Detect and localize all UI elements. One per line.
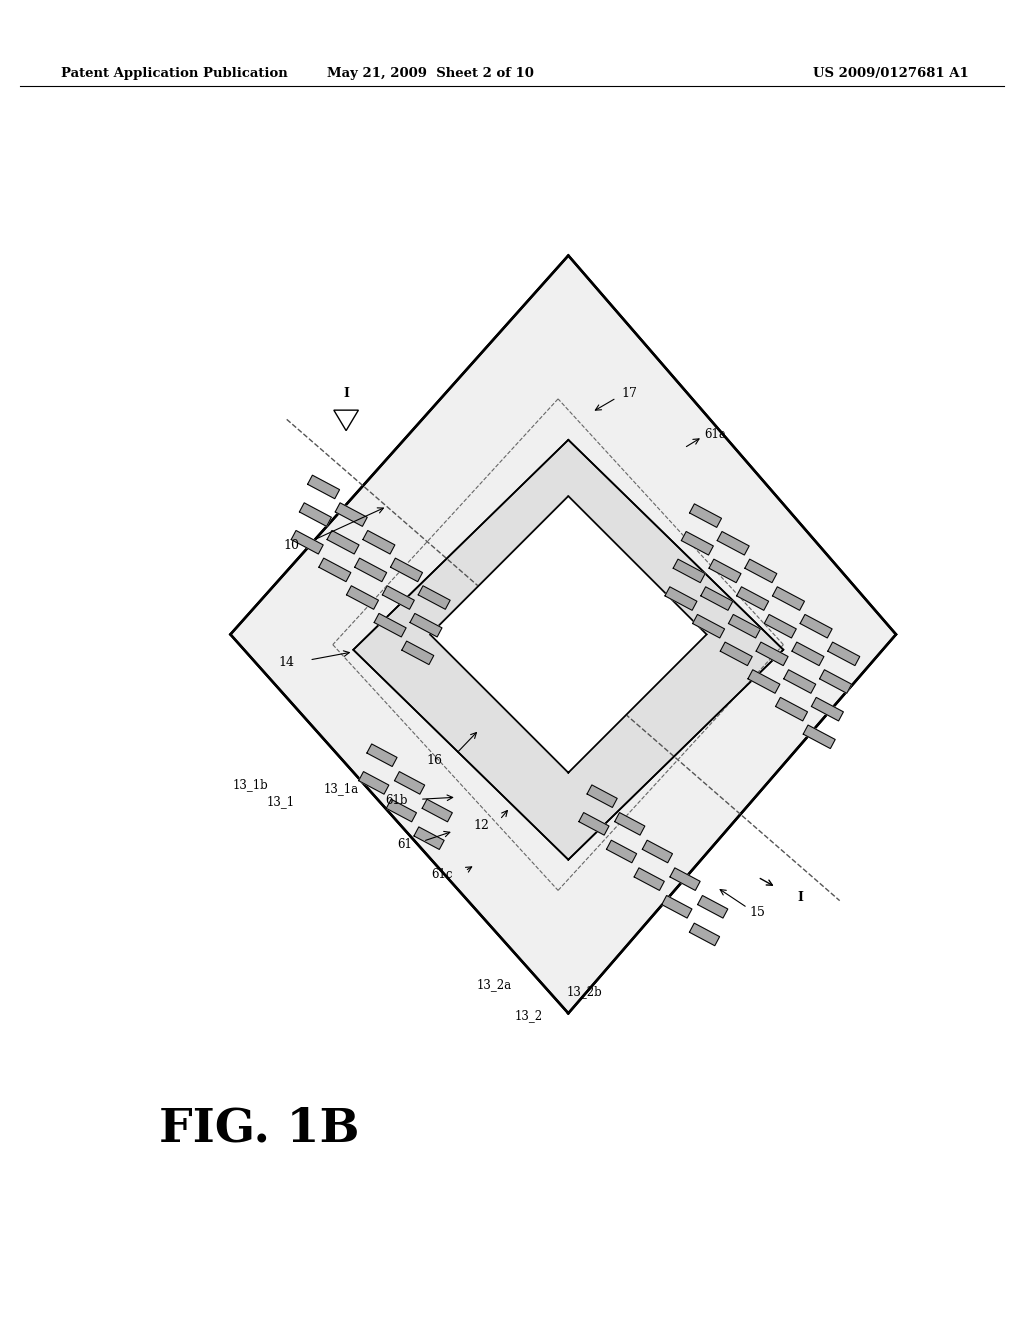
Polygon shape	[414, 826, 444, 850]
Polygon shape	[670, 867, 700, 891]
Polygon shape	[358, 772, 389, 795]
Text: 13_2a: 13_2a	[477, 978, 512, 991]
Polygon shape	[662, 895, 692, 917]
Polygon shape	[606, 841, 637, 863]
Polygon shape	[665, 587, 697, 610]
Polygon shape	[353, 440, 783, 859]
Polygon shape	[634, 867, 665, 891]
Polygon shape	[792, 642, 824, 665]
Text: 15: 15	[750, 907, 766, 920]
Polygon shape	[800, 615, 833, 638]
Polygon shape	[386, 800, 417, 822]
Polygon shape	[811, 697, 844, 721]
Polygon shape	[642, 841, 673, 863]
Text: 13_1a: 13_1a	[324, 783, 358, 796]
Text: 61b: 61b	[385, 793, 408, 807]
Polygon shape	[720, 642, 753, 665]
Polygon shape	[418, 586, 451, 610]
Text: Patent Application Publication: Patent Application Publication	[61, 67, 288, 81]
Polygon shape	[689, 923, 720, 945]
Polygon shape	[362, 531, 395, 554]
Polygon shape	[307, 475, 340, 499]
Text: 13_1: 13_1	[267, 795, 295, 808]
Polygon shape	[756, 642, 788, 665]
Text: 14: 14	[279, 656, 295, 668]
Polygon shape	[394, 772, 425, 795]
Text: 13_2: 13_2	[515, 1008, 543, 1022]
Text: 10: 10	[283, 539, 299, 552]
Text: May 21, 2009  Sheet 2 of 10: May 21, 2009 Sheet 2 of 10	[327, 67, 534, 81]
Text: 17: 17	[622, 387, 638, 400]
Polygon shape	[230, 256, 896, 1014]
Polygon shape	[673, 560, 706, 582]
Polygon shape	[367, 744, 397, 767]
Polygon shape	[374, 614, 407, 638]
Polygon shape	[783, 669, 816, 693]
Polygon shape	[689, 504, 722, 528]
Polygon shape	[692, 615, 725, 638]
Text: 12: 12	[473, 820, 489, 833]
Polygon shape	[775, 697, 808, 721]
Polygon shape	[709, 560, 741, 582]
Text: 16: 16	[426, 754, 442, 767]
Polygon shape	[430, 496, 707, 772]
Polygon shape	[354, 558, 387, 582]
Text: 13_1b: 13_1b	[232, 779, 268, 792]
Text: 61: 61	[396, 838, 412, 851]
Polygon shape	[700, 587, 733, 610]
Polygon shape	[318, 558, 351, 582]
Text: 13_2b: 13_2b	[566, 985, 602, 998]
Polygon shape	[827, 642, 860, 665]
Polygon shape	[772, 587, 805, 610]
Polygon shape	[422, 800, 453, 822]
Polygon shape	[717, 532, 750, 554]
Text: 61c: 61c	[431, 867, 453, 880]
Polygon shape	[803, 725, 836, 748]
Polygon shape	[390, 558, 423, 582]
Text: I: I	[343, 387, 349, 400]
Polygon shape	[410, 614, 442, 638]
Polygon shape	[299, 503, 332, 527]
Polygon shape	[748, 669, 780, 693]
Polygon shape	[291, 531, 324, 554]
Text: FIG. 1B: FIG. 1B	[159, 1106, 359, 1151]
Polygon shape	[728, 615, 761, 638]
Polygon shape	[382, 586, 415, 610]
Polygon shape	[579, 813, 609, 836]
Polygon shape	[764, 615, 797, 638]
Polygon shape	[335, 503, 368, 527]
Polygon shape	[327, 531, 359, 554]
Polygon shape	[744, 560, 777, 582]
Text: US 2009/0127681 A1: US 2009/0127681 A1	[813, 67, 969, 81]
Text: I: I	[798, 891, 804, 904]
Polygon shape	[697, 895, 728, 917]
Text: 61a: 61a	[705, 428, 726, 441]
Polygon shape	[587, 785, 617, 808]
Polygon shape	[346, 586, 379, 610]
Polygon shape	[736, 587, 769, 610]
Polygon shape	[819, 669, 852, 693]
Polygon shape	[681, 532, 714, 554]
Polygon shape	[614, 813, 645, 836]
Polygon shape	[401, 642, 434, 664]
